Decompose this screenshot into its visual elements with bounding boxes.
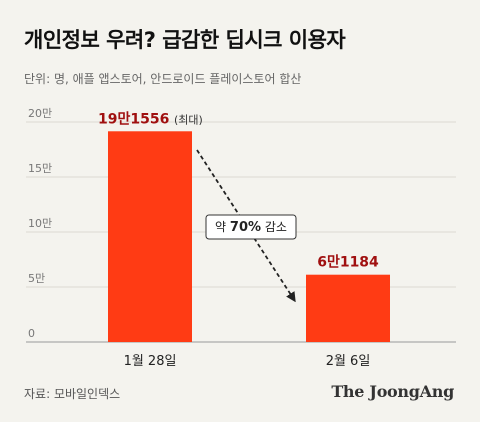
- data-label: 6만1184: [317, 255, 379, 271]
- bar: [306, 274, 390, 342]
- chart-title: 개인정보 우려? 급감한 딥시크 이용자: [24, 28, 346, 52]
- y-tick-label: 0: [28, 327, 35, 340]
- labels: 0 5만 10만 15만 20만 1월 28일 2월 6일 19만1556 (최대) 6만1184…: [28, 107, 379, 369]
- publisher-logo: The JoongAng: [331, 382, 454, 401]
- bars: [108, 131, 390, 342]
- y-tick-label: 5만: [28, 272, 45, 285]
- y-tick-label: 15만: [28, 162, 52, 175]
- bar: [108, 131, 192, 342]
- source-note: 자료: 모바일인덱스: [24, 387, 121, 401]
- annotation-text: 약 70% 감소: [215, 219, 287, 235]
- max-note: (최대): [174, 113, 203, 126]
- x-tick-label: 1월 28일: [124, 354, 177, 369]
- x-tick-label: 2월 6일: [326, 354, 371, 369]
- annotation-box: [205, 214, 297, 240]
- chart-subtitle: 단위: 명, 애플 앱스토어, 안드로이드 플레이스토어 합산: [24, 72, 302, 86]
- y-tick-label: 20만: [28, 107, 52, 120]
- y-tick-label: 10만: [28, 217, 52, 230]
- data-label: 19만1556: [98, 111, 169, 127]
- decrease-arrow: [196, 149, 296, 303]
